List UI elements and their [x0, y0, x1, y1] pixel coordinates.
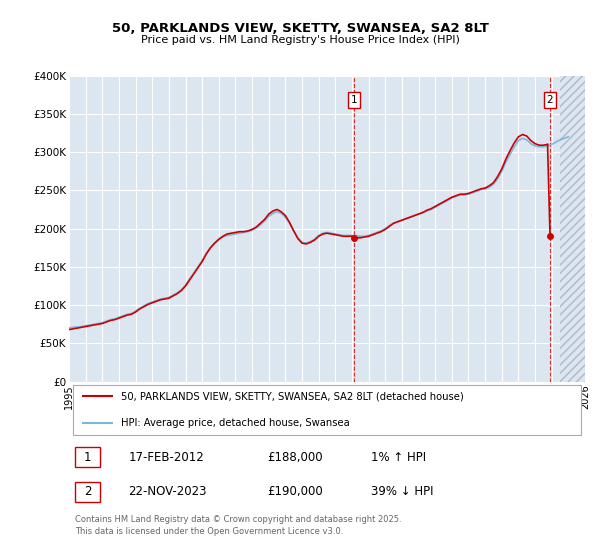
Text: 1: 1 — [84, 451, 91, 464]
Text: 2: 2 — [84, 486, 91, 498]
Text: 2: 2 — [547, 95, 553, 105]
FancyBboxPatch shape — [75, 482, 100, 502]
Text: 50, PARKLANDS VIEW, SKETTY, SWANSEA, SA2 8LT: 50, PARKLANDS VIEW, SKETTY, SWANSEA, SA2… — [112, 22, 488, 35]
FancyBboxPatch shape — [75, 447, 100, 468]
Text: Contains HM Land Registry data © Crown copyright and database right 2025.
This d: Contains HM Land Registry data © Crown c… — [75, 515, 402, 536]
Text: 1% ↑ HPI: 1% ↑ HPI — [371, 451, 426, 464]
Text: HPI: Average price, detached house, Swansea: HPI: Average price, detached house, Swan… — [121, 418, 349, 427]
Bar — [560, 76, 585, 381]
FancyBboxPatch shape — [73, 385, 581, 435]
Text: 17-FEB-2012: 17-FEB-2012 — [128, 451, 204, 464]
Text: Price paid vs. HM Land Registry's House Price Index (HPI): Price paid vs. HM Land Registry's House … — [140, 35, 460, 45]
Text: £190,000: £190,000 — [268, 486, 323, 498]
Text: 22-NOV-2023: 22-NOV-2023 — [128, 486, 207, 498]
Text: £188,000: £188,000 — [268, 451, 323, 464]
Text: 1: 1 — [350, 95, 357, 105]
Text: 39% ↓ HPI: 39% ↓ HPI — [371, 486, 433, 498]
Text: 50, PARKLANDS VIEW, SKETTY, SWANSEA, SA2 8LT (detached house): 50, PARKLANDS VIEW, SKETTY, SWANSEA, SA2… — [121, 391, 463, 402]
